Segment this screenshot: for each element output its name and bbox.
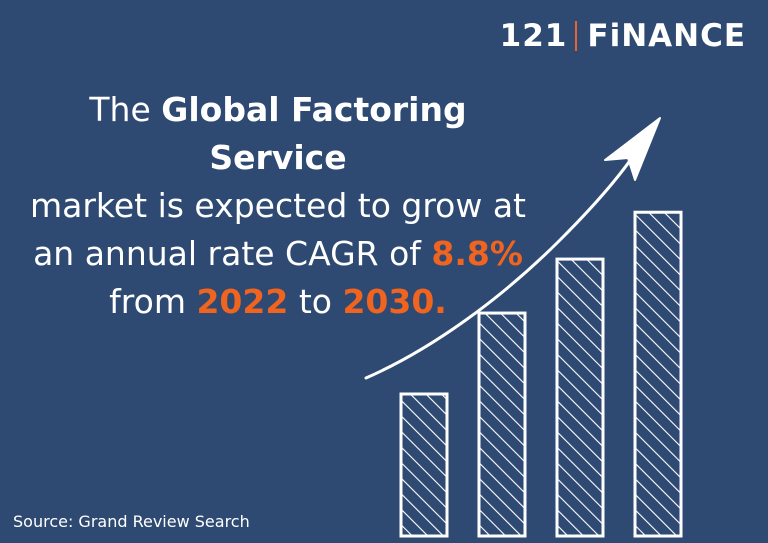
headline-text: to	[288, 282, 343, 321]
headline-market-name: Global Factoring Service	[161, 90, 467, 177]
headline-line-3: an annual rate CAGR of 8.8%	[18, 230, 538, 278]
trend-arrow-line	[364, 128, 652, 380]
headline-line-2: market is expected to grow at	[29, 186, 526, 225]
headline: The Global Factoring Service market is e…	[18, 86, 538, 326]
bar-1	[399, 392, 449, 538]
bar-4	[633, 210, 683, 538]
headline-text: an annual rate CAGR of	[33, 234, 432, 273]
start-year: 2022	[196, 282, 289, 321]
headline-text: The	[89, 90, 162, 129]
logo-divider	[575, 21, 578, 51]
bar-2	[477, 311, 527, 538]
brand-logo: 121 FiNANCE	[500, 18, 746, 54]
cagr-rate: 8.8%	[431, 234, 523, 273]
headline-text: from	[109, 282, 197, 321]
source-note: Source: Grand Review Search	[13, 512, 250, 531]
trend-arrow-head	[604, 117, 661, 181]
logo-word: FiNANCE	[587, 18, 746, 54]
headline-line-1: The Global Factoring Service	[18, 86, 538, 182]
end-year: 2030.	[342, 282, 447, 321]
logo-number: 121	[499, 18, 568, 54]
bar-3	[555, 257, 605, 538]
headline-line-4: from 2022 to 2030.	[18, 278, 538, 326]
